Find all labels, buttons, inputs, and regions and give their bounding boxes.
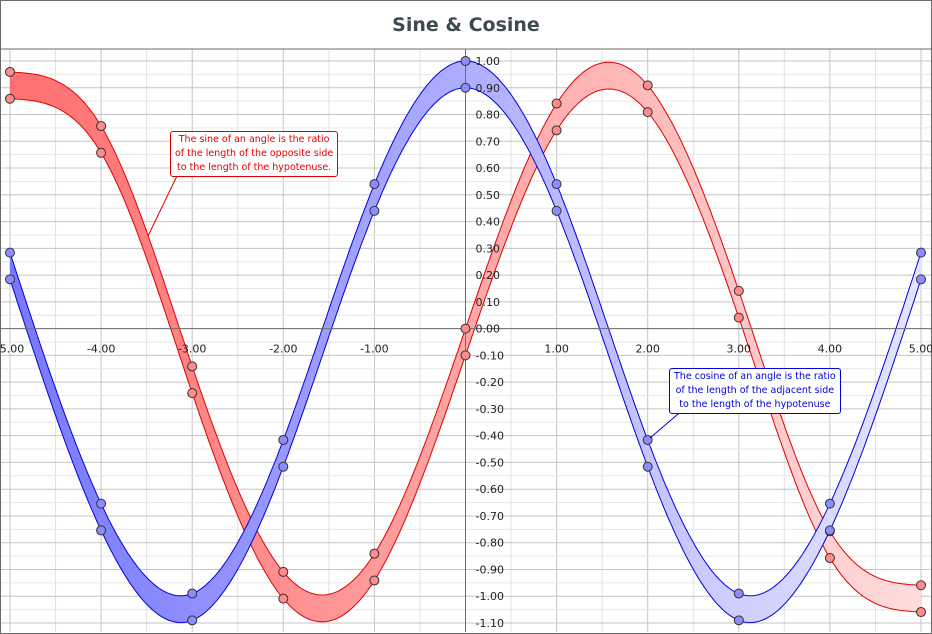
x-tick-label: 4.00	[818, 343, 843, 356]
cosine-callout-line: to the length of the hypotenuse	[679, 399, 831, 410]
y-tick-label: 0.00	[476, 323, 501, 336]
data-point-lower	[460, 350, 471, 361]
data-point-lower	[551, 125, 562, 136]
sine-callout: The sine of an angle is the ratio of the…	[170, 131, 339, 177]
data-point-lower	[278, 461, 289, 472]
cosine-callout-line: The cosine of an angle is the ratio	[674, 371, 836, 382]
y-tick-label: -0.50	[476, 456, 504, 469]
y-tick-label: -0.20	[476, 376, 504, 389]
data-point-lower	[369, 205, 380, 216]
data-point-upper	[551, 98, 562, 109]
data-point-upper	[916, 247, 926, 258]
x-tick-label: 3.00	[727, 343, 752, 356]
x-tick-label: 2.00	[635, 343, 660, 356]
y-tick-label: -0.60	[476, 483, 504, 496]
data-point-upper	[460, 323, 471, 334]
data-point-lower	[916, 607, 926, 618]
data-point-lower	[187, 388, 198, 399]
y-tick-label: -0.40	[476, 430, 504, 443]
data-point-lower	[824, 552, 835, 563]
x-tick-label: -1.00	[360, 343, 388, 356]
cosine-callout-line: of the length of the adjacent side	[675, 385, 835, 396]
data-point-upper	[278, 434, 289, 445]
data-points	[5, 56, 926, 626]
data-point-lower	[278, 593, 289, 604]
sine-callout-line: to the length of the hypotenuse.	[177, 162, 332, 173]
data-point-upper	[5, 247, 15, 258]
callout-leaders	[147, 173, 687, 439]
y-tick-label: -0.80	[476, 537, 504, 550]
data-point-lower	[96, 147, 107, 158]
data-point-lower	[5, 93, 15, 104]
data-point-lower	[642, 107, 653, 118]
data-point-lower	[642, 461, 653, 472]
y-tick-label: 0.50	[476, 189, 501, 202]
y-tick-label: 0.90	[476, 82, 501, 95]
chart-title: Sine & Cosine	[392, 14, 540, 36]
y-tick-label: 0.80	[476, 109, 501, 122]
sine-callout-line: of the length of the opposite side	[175, 148, 334, 159]
x-tick-labels: -5.00 -4.00 -3.00 -2.00 -1.00 1.00 2.00 3.00 4.0…	[0, 343, 932, 356]
data-point-upper	[278, 566, 289, 577]
y-tick-label: 0.60	[476, 162, 501, 175]
x-tick-label: 5.00	[909, 343, 932, 356]
data-point-upper	[96, 121, 107, 132]
y-tick-label: -0.90	[476, 563, 504, 576]
x-tick-label: -4.00	[87, 343, 115, 356]
data-point-lower	[369, 575, 380, 586]
data-point-upper	[916, 580, 926, 591]
y-tick-label: -1.10	[476, 617, 504, 630]
data-point-upper	[369, 179, 380, 190]
axes	[1, 48, 931, 632]
data-point-lower	[187, 615, 198, 626]
y-tick-label: 0.40	[476, 216, 501, 229]
x-tick-label: 1.00	[544, 343, 569, 356]
data-point-lower	[96, 525, 107, 536]
data-point-upper	[733, 285, 744, 296]
y-tick-label: 0.70	[476, 135, 501, 148]
data-point-upper	[96, 498, 107, 509]
y-tick-label: -0.30	[476, 403, 504, 416]
data-point-lower	[733, 312, 744, 323]
data-point-upper	[187, 588, 198, 599]
cosine-callout: The cosine of an angle is the ratio of t…	[669, 368, 841, 414]
x-tick-label: -5.00	[0, 343, 24, 356]
data-point-lower	[916, 274, 926, 285]
data-point-upper	[187, 361, 198, 372]
y-tick-label: 0.30	[476, 242, 501, 255]
data-point-lower	[733, 615, 744, 626]
data-point-upper	[5, 66, 15, 77]
y-tick-label: 0.10	[476, 296, 501, 309]
data-point-upper	[824, 498, 835, 509]
x-tick-label: -2.00	[269, 343, 297, 356]
sine-callout-line: The sine of an angle is the ratio	[178, 134, 330, 145]
data-point-upper	[460, 56, 471, 66]
data-point-upper	[642, 80, 653, 91]
y-tick-label: -0.10	[476, 349, 504, 362]
y-tick-label: 0.20	[476, 269, 501, 282]
data-point-lower	[551, 205, 562, 216]
y-tick-label: 1.00	[476, 55, 501, 68]
data-point-upper	[369, 548, 380, 559]
data-point-lower	[460, 82, 471, 93]
x-tick-label: -3.00	[178, 343, 206, 356]
y-tick-labels: 1.00 0.90 0.80 0.70 0.60 0.50 0.40 0.30 0.20 0.10…	[476, 55, 504, 630]
sine-callout-leader	[147, 173, 186, 237]
data-point-lower	[824, 525, 835, 536]
data-point-upper	[733, 588, 744, 599]
data-point-lower	[5, 274, 15, 285]
cosine-callout-leader	[649, 409, 687, 439]
y-tick-label: -0.70	[476, 510, 504, 523]
data-point-upper	[551, 179, 562, 190]
y-tick-label: -1.00	[476, 590, 504, 603]
